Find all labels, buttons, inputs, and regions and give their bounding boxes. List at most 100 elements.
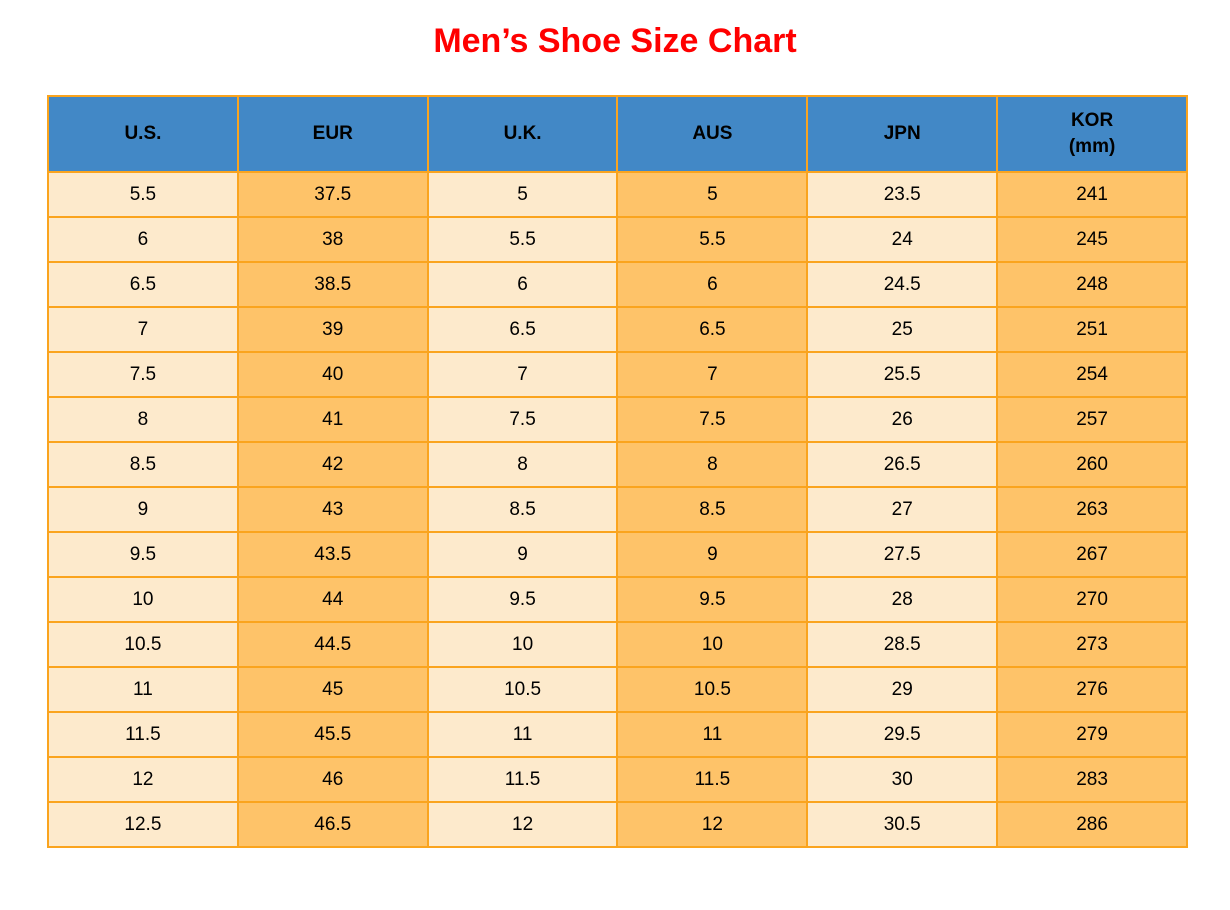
table-row: 8.5 42 8 8 26.5 260 [47, 441, 1188, 488]
table-cell: 12 [47, 756, 239, 803]
table-row: 7.5 40 7 7 25.5 254 [47, 351, 1188, 398]
table-cell: 11 [616, 711, 809, 758]
table-cell: 10.5 [426, 666, 619, 713]
table-cell: 7 [47, 306, 239, 353]
table-cell: 5 [616, 171, 809, 218]
table-cell: 5.5 [616, 216, 809, 263]
table-cell: 45 [236, 666, 429, 713]
table-cell: 11.5 [616, 756, 809, 803]
table-body: 5.5 37.5 5 5 23.5 241 6 38 5.5 5.5 24 245 6.5 38.5 6 6 2… [47, 171, 1188, 848]
table-cell: 8.5 [616, 486, 809, 533]
table-cell: 28.5 [806, 621, 999, 668]
table-row: 9.5 43.5 9 9 27.5 267 [47, 531, 1188, 578]
column-header-aus: AUS [616, 95, 809, 173]
column-header-label: KOR [1070, 110, 1114, 132]
table-cell: 5.5 [47, 171, 239, 218]
table-cell: 245 [996, 216, 1188, 263]
table-cell: 6.5 [616, 306, 809, 353]
table-cell: 37.5 [236, 171, 429, 218]
table-cell: 257 [996, 396, 1188, 443]
table-cell: 29 [806, 666, 999, 713]
table-row: 10 44 9.5 9.5 28 270 [47, 576, 1188, 623]
table-cell: 10.5 [47, 621, 239, 668]
table-cell: 11.5 [426, 756, 619, 803]
table-cell: 38 [236, 216, 429, 263]
table-cell: 9 [47, 486, 239, 533]
table-cell: 29.5 [806, 711, 999, 758]
table-row: 10.5 44.5 10 10 28.5 273 [47, 621, 1188, 668]
table-cell: 6 [47, 216, 239, 263]
table-cell: 24.5 [806, 261, 999, 308]
table-row: 7 39 6.5 6.5 25 251 [47, 306, 1188, 353]
table-cell: 9.5 [47, 531, 239, 578]
table-cell: 10.5 [616, 666, 809, 713]
table-cell: 24 [806, 216, 999, 263]
table-cell: 248 [996, 261, 1188, 308]
table-cell: 26 [806, 396, 999, 443]
table-row: 6.5 38.5 6 6 24.5 248 [47, 261, 1188, 308]
table-cell: 12 [426, 801, 619, 848]
table-cell: 38.5 [236, 261, 429, 308]
table-cell: 5.5 [426, 216, 619, 263]
table-row: 11 45 10.5 10.5 29 276 [47, 666, 1188, 713]
table-cell: 8 [47, 396, 239, 443]
table-cell: 12 [616, 801, 809, 848]
table-cell: 7 [616, 351, 809, 398]
table-row: 8 41 7.5 7.5 26 257 [47, 396, 1188, 443]
table-cell: 7.5 [426, 396, 619, 443]
table-cell: 12.5 [47, 801, 239, 848]
table-cell: 267 [996, 531, 1188, 578]
table-cell: 46.5 [236, 801, 429, 848]
table-cell: 6 [616, 261, 809, 308]
column-header-uk: U.K. [426, 95, 619, 173]
table-cell: 251 [996, 306, 1188, 353]
table-cell: 44 [236, 576, 429, 623]
table-cell: 26.5 [806, 441, 999, 488]
table-cell: 6 [426, 261, 619, 308]
table-cell: 260 [996, 441, 1188, 488]
table-cell: 23.5 [806, 171, 999, 218]
table-cell: 7.5 [47, 351, 239, 398]
table-cell: 254 [996, 351, 1188, 398]
table-cell: 45.5 [236, 711, 429, 758]
column-header-label: JPN [883, 123, 921, 145]
table-row: 11.5 45.5 11 11 29.5 279 [47, 711, 1188, 758]
table-cell: 44.5 [236, 621, 429, 668]
table-cell: 279 [996, 711, 1188, 758]
table-cell: 43 [236, 486, 429, 533]
table-header-row: U.S. EUR U.K. AUS JPN KOR (mm) [47, 95, 1188, 173]
table-cell: 27.5 [806, 531, 999, 578]
table-cell: 283 [996, 756, 1188, 803]
column-header-label: U.S. [124, 123, 162, 145]
table-cell: 42 [236, 441, 429, 488]
table-header: U.S. EUR U.K. AUS JPN KOR (mm) [47, 95, 1188, 173]
table-row: 12.5 46.5 12 12 30.5 286 [47, 801, 1188, 848]
shoe-size-table: U.S. EUR U.K. AUS JPN KOR (mm) 5.5 37.5 5 5 23.5 24… [47, 95, 1188, 848]
table-cell: 8.5 [426, 486, 619, 533]
table-cell: 11.5 [47, 711, 239, 758]
table-cell: 6.5 [426, 306, 619, 353]
table-cell: 30 [806, 756, 999, 803]
table-cell: 241 [996, 171, 1188, 218]
table-row: 5.5 37.5 5 5 23.5 241 [47, 171, 1188, 218]
column-header-kor: KOR (mm) [996, 95, 1188, 173]
table-cell: 8 [426, 441, 619, 488]
table-cell: 7 [426, 351, 619, 398]
column-header-label: AUS [692, 123, 733, 145]
table-cell: 46 [236, 756, 429, 803]
table-cell: 9.5 [616, 576, 809, 623]
table-cell: 11 [47, 666, 239, 713]
table-cell: 41 [236, 396, 429, 443]
column-header-label: U.K. [503, 123, 542, 145]
table-cell: 39 [236, 306, 429, 353]
table-cell: 8.5 [47, 441, 239, 488]
table-cell: 9 [616, 531, 809, 578]
table-cell: 43.5 [236, 531, 429, 578]
table-cell: 8 [616, 441, 809, 488]
column-header-jpn: JPN [806, 95, 999, 173]
table-cell: 25.5 [806, 351, 999, 398]
table-cell: 5 [426, 171, 619, 218]
table-cell: 263 [996, 486, 1188, 533]
column-header-eur: EUR [236, 95, 429, 173]
